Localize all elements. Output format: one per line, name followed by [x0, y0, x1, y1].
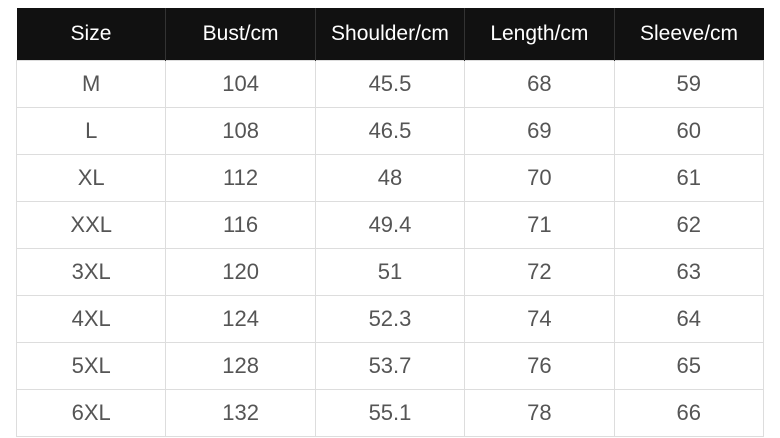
table-row: XXL 116 49.4 71 62	[15, 201, 765, 249]
table-cell: 76	[464, 342, 615, 390]
table-cell: 4XL	[15, 295, 167, 343]
table-cell: 72	[464, 248, 615, 296]
table-cell: 45.5	[314, 60, 466, 108]
table-row: 6XL 132 55.1 78 66	[15, 389, 765, 437]
table-cell: 74	[464, 295, 615, 343]
table-cell: 124	[165, 295, 316, 343]
table-cell: XL	[15, 154, 167, 202]
table-cell: 51	[314, 248, 466, 296]
table-cell: 78	[464, 389, 615, 437]
table-row: 3XL 120 51 72 63	[15, 248, 765, 296]
table-cell: 68	[464, 60, 615, 108]
size-chart-table: Size Bust/cm Shoulder/cm Length/cm Sleeve/cm…	[15, 8, 765, 437]
table-cell: 128	[165, 342, 316, 390]
table-cell: 61	[613, 154, 765, 202]
table-row: L 108 46.5 69 60	[15, 107, 765, 155]
column-header: Shoulder/cm	[314, 8, 465, 61]
table-cell: 64	[613, 295, 765, 343]
table-cell: 60	[613, 107, 765, 155]
table-cell: L	[15, 107, 167, 155]
table-cell: 52.3	[314, 295, 466, 343]
table-cell: 63	[613, 248, 765, 296]
table-cell: 3XL	[15, 248, 167, 296]
table-cell: 53.7	[314, 342, 466, 390]
table-cell: 62	[613, 201, 765, 249]
table-cell: 59	[613, 60, 765, 108]
table-cell: 108	[165, 107, 316, 155]
table-cell: 48	[314, 154, 466, 202]
table-row: 4XL 124 52.3 74 64	[15, 295, 765, 343]
table-row: 5XL 128 53.7 76 65	[15, 342, 765, 390]
table-cell: 49.4	[314, 201, 466, 249]
table-cell: 71	[464, 201, 615, 249]
column-header: Length/cm	[464, 8, 615, 61]
table-cell: 6XL	[15, 389, 167, 437]
table-cell: 104	[165, 60, 316, 108]
column-header: Bust/cm	[165, 8, 316, 61]
table-cell: 112	[165, 154, 316, 202]
column-header: Sleeve/cm	[613, 8, 764, 61]
header-row: Size Bust/cm Shoulder/cm Length/cm Sleeve/cm	[16, 8, 764, 61]
table-cell: 69	[464, 107, 615, 155]
table-cell: M	[15, 60, 167, 108]
table-cell: 132	[165, 389, 316, 437]
table-cell: 116	[165, 201, 316, 249]
table-cell: 46.5	[314, 107, 466, 155]
table-cell: 55.1	[314, 389, 466, 437]
table-row: M 104 45.5 68 59	[15, 60, 765, 108]
table-cell: 5XL	[15, 342, 167, 390]
table-cell: XXL	[15, 201, 167, 249]
table-cell: 120	[165, 248, 316, 296]
table-cell: 66	[613, 389, 765, 437]
table-cell: 65	[613, 342, 765, 390]
table-cell: 70	[464, 154, 615, 202]
column-header: Size	[16, 8, 166, 61]
table-row: XL 112 48 70 61	[15, 154, 765, 202]
